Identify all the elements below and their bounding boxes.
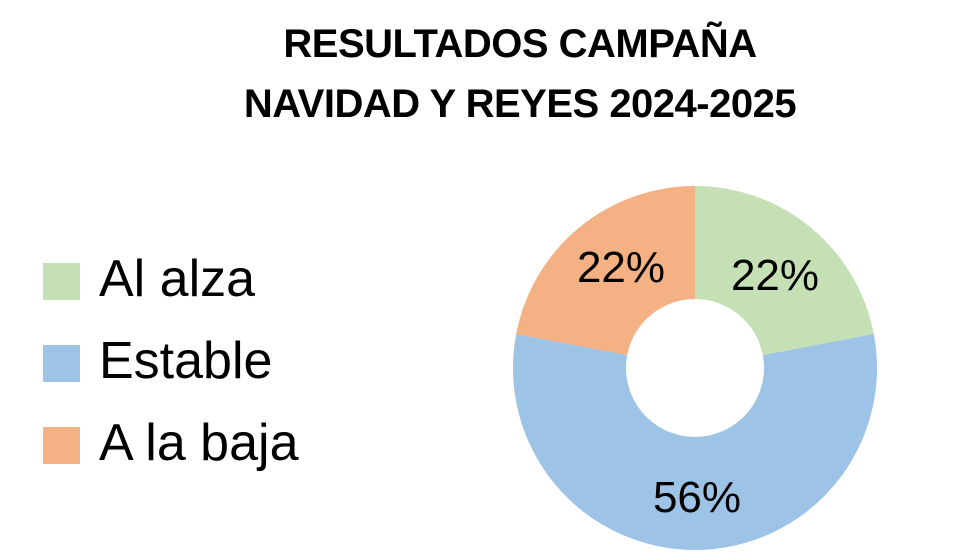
chart-title-line-2: NAVIDAD Y REYES 2024-2025: [243, 82, 797, 126]
data-label-a-la-baja: 22%: [577, 243, 665, 292]
chart-title-line-1: RESULTADOS CAMPAÑA: [283, 22, 757, 66]
donut-slice-a-la-baja: [516, 186, 695, 356]
legend-label-a-la-baja: A la baja: [99, 414, 299, 472]
legend-swatch-a-la-baja: [43, 427, 80, 464]
donut-slice-al-alza: [695, 186, 874, 356]
legend-swatch-al-alza: [43, 263, 80, 300]
donut-slice-estable: [513, 334, 877, 550]
legend-label-al-alza: Al alza: [99, 250, 256, 308]
data-label-estable: 56%: [653, 473, 741, 522]
legend-label-estable: Estable: [99, 332, 273, 390]
data-label-al-alza: 22%: [731, 251, 819, 300]
legend-swatch-estable: [43, 345, 80, 382]
